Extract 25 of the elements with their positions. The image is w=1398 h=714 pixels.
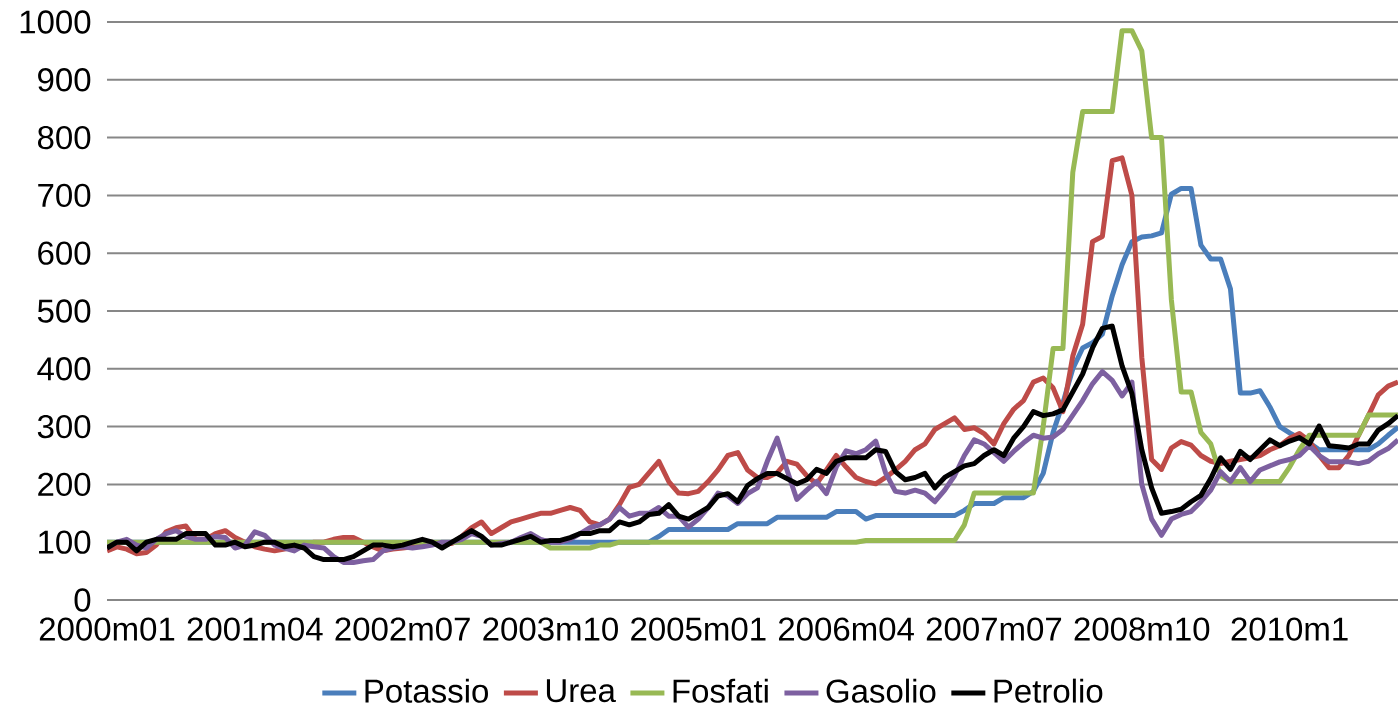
x-tick-label: 2006m04 xyxy=(778,617,914,641)
y-tick-label: 600 xyxy=(38,241,91,265)
x-tick-label: 2000m01 xyxy=(39,617,175,641)
y-tick-label: 900 xyxy=(38,68,91,92)
legend-label: Gasolio xyxy=(826,678,936,703)
x-tick-label: 2005m01 xyxy=(631,617,766,641)
y-tick-label: 300 xyxy=(37,414,91,439)
legend-label: Fosfati xyxy=(673,678,768,703)
y-tick-label: 700 xyxy=(38,183,91,208)
x-tick-label: 2007m07 xyxy=(926,617,1062,641)
y-tick-label: 200 xyxy=(38,472,91,497)
x-tick-label: 2008m10 xyxy=(1074,617,1210,641)
legend-label: Urea xyxy=(546,679,616,703)
y-tick-label: 500 xyxy=(37,299,91,323)
legend-label: Petrolio xyxy=(994,678,1103,703)
x-tick-label: 2002m07 xyxy=(335,617,470,641)
y-tick-label: 100 xyxy=(39,530,91,554)
x-tick-label: 2010m1 xyxy=(1231,617,1348,641)
y-tick-label: 400 xyxy=(37,357,91,381)
y-tick-label: 1000 xyxy=(20,10,91,34)
x-tick-label: 2001m04 xyxy=(187,617,323,641)
x-tick-label: 2003m10 xyxy=(483,617,618,641)
y-tick-label: 800 xyxy=(37,125,91,150)
y-tick-label: 0 xyxy=(74,588,91,612)
legend-label: Potassio xyxy=(365,678,488,703)
